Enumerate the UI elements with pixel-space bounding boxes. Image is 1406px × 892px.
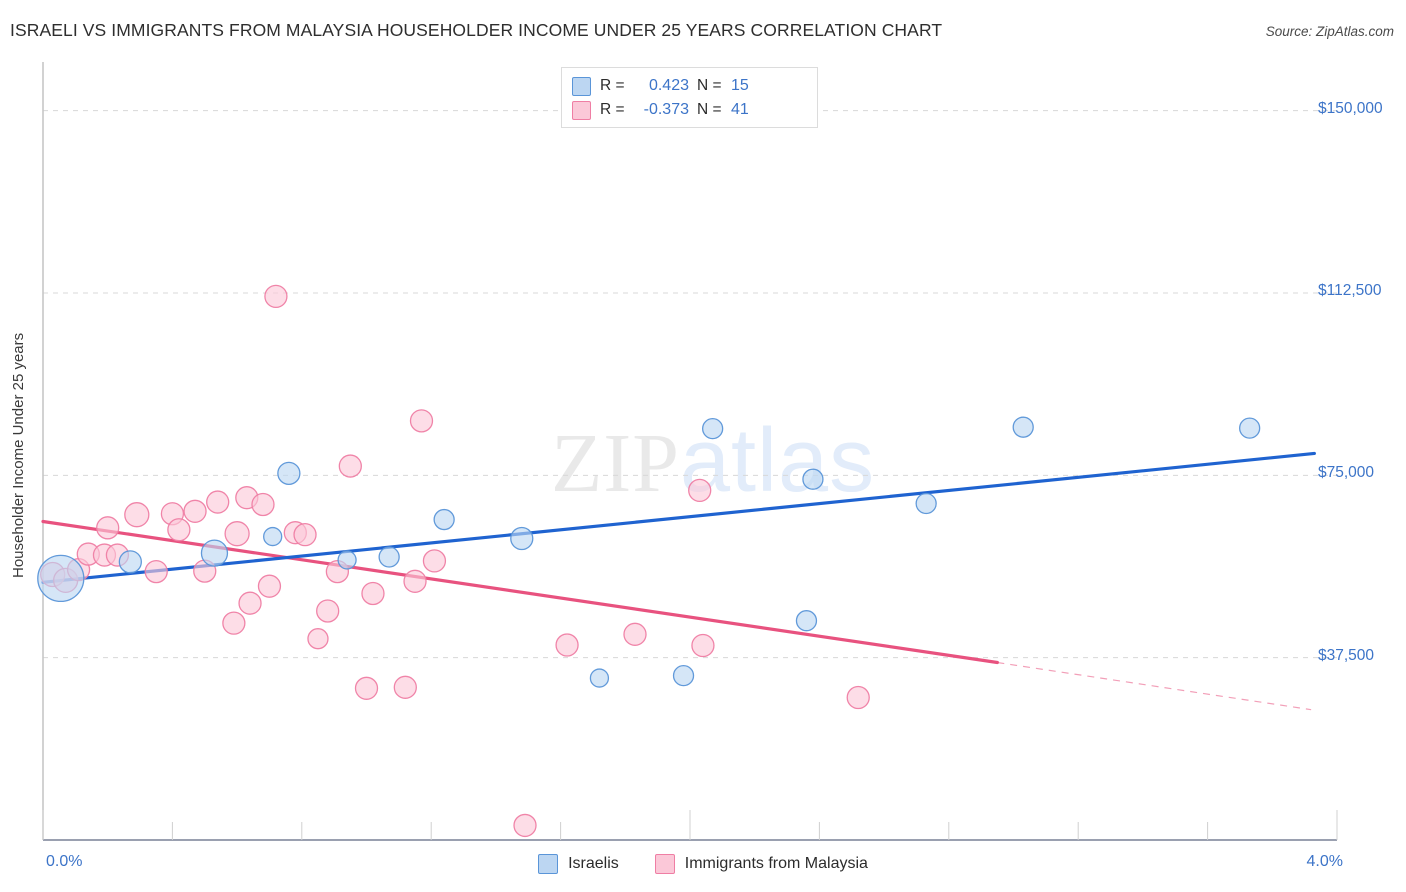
r-value-israelis: 0.423: [648, 77, 689, 94]
data-point: [293, 522, 317, 547]
data-point: [701, 417, 724, 440]
data-point: [200, 539, 229, 567]
data-point: [277, 461, 301, 486]
r-value-malaysia: -0.373: [643, 101, 689, 118]
data-point: [257, 574, 282, 598]
data-point: [433, 508, 455, 531]
data-point: [183, 499, 207, 523]
page-title: ISRAELI VS IMMIGRANTS FROM MALAYSIA HOUS…: [10, 20, 943, 40]
data-point: [623, 622, 647, 646]
y-tick-label: $150,000: [1318, 99, 1383, 117]
data-point: [403, 569, 427, 593]
series-swatch-israelis: [538, 854, 559, 874]
data-point: [264, 284, 288, 309]
data-point: [555, 633, 579, 657]
data-point: [915, 492, 937, 515]
data-point: [167, 518, 191, 542]
stats-legend-row-malaysia: R = -0.373 N = 41: [572, 98, 807, 122]
n-value-israelis: 15: [731, 77, 749, 94]
data-point: [222, 611, 246, 635]
data-point: [795, 610, 818, 632]
y-tick-label: $112,500: [1318, 281, 1382, 299]
data-point: [206, 490, 230, 514]
series-label-israelis: Israelis: [568, 855, 619, 872]
axes: [42, 62, 1338, 841]
n-label-malaysia: N =: [697, 101, 722, 118]
data-point: [251, 492, 275, 517]
data-point: [688, 478, 712, 503]
data-point: [378, 546, 400, 568]
n-value-malaysia: 41: [731, 101, 749, 118]
series-legend-item-malaysia[interactable]: Immigrants from Malaysia: [654, 854, 868, 874]
trend-lines: [41, 451, 1316, 711]
data-points: [37, 284, 1261, 838]
data-point: [846, 685, 870, 710]
data-point: [224, 521, 250, 547]
data-point: [144, 559, 168, 584]
data-point: [354, 676, 379, 700]
gridlines: [43, 110, 1337, 659]
data-point: [1239, 417, 1261, 439]
data-point: [337, 550, 357, 570]
stats-legend: R = 0.423 N = 15 R = -0.373 N = 41: [561, 67, 818, 128]
data-point: [1012, 416, 1034, 438]
data-point: [338, 454, 362, 478]
series-label-malaysia: Immigrants from Malaysia: [684, 855, 868, 872]
source-attribution: Source: ZipAtlas.com: [1265, 24, 1394, 39]
data-point: [672, 664, 695, 687]
y-tick-label: $37,500: [1318, 646, 1375, 664]
data-point: [96, 516, 120, 540]
data-point: [393, 675, 417, 699]
data-point: [802, 468, 824, 490]
data-point: [307, 628, 329, 650]
data-point: [316, 599, 340, 623]
stats-legend-row-israelis: R = 0.423 N = 15: [572, 74, 807, 98]
legend-swatch-israelis: [572, 76, 591, 96]
r-label-malaysia: R =: [600, 101, 625, 118]
data-point: [513, 813, 537, 838]
data-point: [37, 554, 85, 603]
data-point: [361, 581, 385, 606]
data-point: [510, 526, 534, 551]
data-point: [238, 591, 262, 615]
data-point: [589, 668, 610, 688]
data-point: [124, 502, 150, 528]
data-point: [691, 633, 715, 658]
data-point: [422, 549, 447, 573]
series-swatch-malaysia: [654, 854, 675, 874]
series-legend: Israelis Immigrants from Malaysia: [0, 848, 1406, 880]
r-label-israelis: R =: [600, 77, 625, 94]
data-point: [263, 526, 283, 547]
series-legend-item-israelis[interactable]: Israelis: [538, 854, 619, 874]
legend-swatch-malaysia: [572, 100, 591, 120]
data-point: [409, 409, 434, 433]
n-label-israelis: N =: [697, 77, 722, 94]
x-tick-label: 0.0%: [46, 853, 83, 870]
x-tick-label: 4.0%: [1306, 853, 1343, 870]
data-point: [118, 550, 142, 574]
y-tick-label: $75,000: [1318, 464, 1375, 482]
